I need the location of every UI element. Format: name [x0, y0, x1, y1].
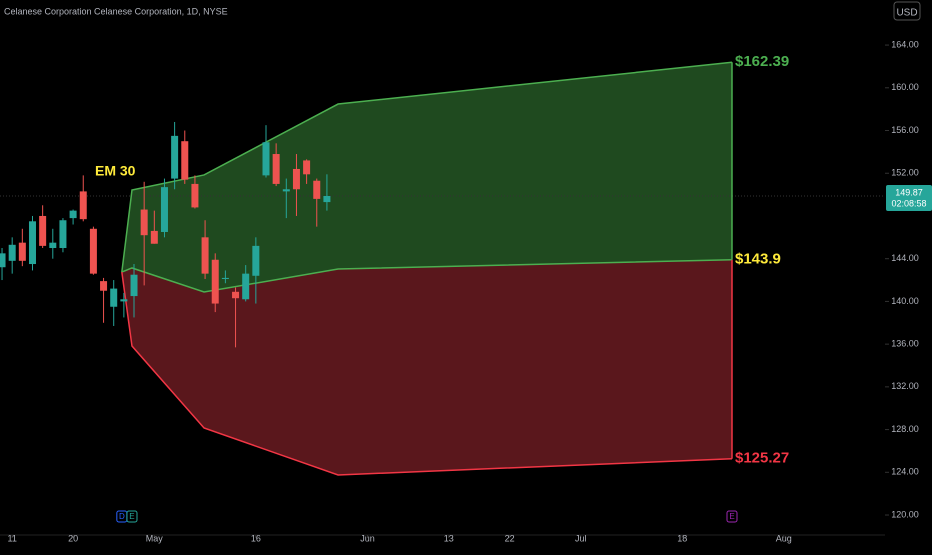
candle-body: [171, 135, 179, 179]
candle-body: [8, 244, 16, 261]
currency-box: [893, 1, 921, 21]
candle-body: [89, 228, 97, 274]
y-tick-label: 140.00: [891, 296, 919, 306]
cone-line: [121, 61, 733, 273]
x-tick-label: May: [146, 533, 164, 543]
plot: [0, 61, 885, 476]
event-label: E: [729, 512, 734, 521]
candle-body: [211, 259, 219, 304]
x-tick-label: Jul: [575, 533, 587, 543]
candle-body: [252, 245, 260, 276]
candle-body: [69, 210, 77, 219]
cone-lower-fill: [121, 259, 732, 475]
candle-body: [49, 242, 57, 249]
y-tick-label: 136.00: [891, 339, 919, 349]
cone-upper-fill: [121, 62, 732, 293]
candle-body: [0, 253, 6, 268]
currency: USD: [896, 8, 917, 19]
y-tick-label: 156.00: [891, 125, 919, 135]
y-tick-label: 120.00: [891, 509, 919, 519]
candle-body: [232, 291, 240, 299]
candle-body: [59, 220, 67, 249]
candle-body: [18, 242, 26, 261]
candle-body: [313, 180, 321, 199]
candle-body: [303, 160, 311, 175]
annotation: EM 30: [95, 163, 136, 179]
x-tick-label: 13: [444, 533, 454, 543]
candle-body: [242, 273, 250, 300]
x-tick-label: 20: [68, 533, 78, 543]
cone-line: [121, 259, 733, 293]
cone-end-label: $125.27: [735, 450, 789, 467]
x-tick-label: Aug: [776, 533, 792, 543]
x-tick-label: 18: [677, 533, 687, 543]
y-tick-label: 132.00: [891, 381, 919, 391]
last-price-label: 149.87: [895, 187, 923, 197]
y-tick-label: 152.00: [891, 168, 919, 178]
event-marker: [726, 510, 738, 523]
y-tick-label: 144.00: [891, 253, 919, 263]
candle-body: [323, 195, 331, 203]
candle-body: [292, 168, 300, 190]
y-tick-label: 164.00: [891, 39, 919, 49]
candle-body: [181, 141, 189, 180]
candle-body: [282, 189, 290, 192]
candle-body: [39, 215, 47, 246]
chart-title: Celanese Corporation Celanese Corporatio…: [4, 6, 228, 16]
y-tick-label: 124.00: [891, 467, 919, 477]
candle-body: [140, 209, 148, 236]
cone-line: [121, 271, 733, 476]
candle-body: [191, 183, 199, 208]
candle-body: [120, 299, 128, 302]
x-tick-label: 11: [8, 533, 17, 543]
x-tick-label: Jun: [360, 533, 375, 543]
x-tick-label: 16: [251, 533, 261, 543]
candle-body: [100, 281, 108, 291]
cone-end-label: $143.9: [735, 251, 781, 268]
candle-body: [150, 230, 158, 244]
candle-body: [130, 274, 138, 297]
candle-body: [221, 277, 229, 279]
candle-body: [201, 237, 209, 274]
y-tick-label: 128.00: [891, 424, 919, 434]
candle-body: [110, 288, 118, 307]
event-label: E: [129, 512, 134, 521]
candle-body: [79, 191, 87, 220]
event-label: D: [119, 512, 125, 521]
candle-body: [28, 221, 36, 265]
countdown: 02:08:58: [891, 198, 926, 208]
last-price-box: [886, 184, 932, 211]
candle-body: [262, 142, 270, 176]
candle-body: [272, 154, 280, 184]
cone-end-label: $162.39: [735, 53, 789, 70]
event-marker: [126, 510, 138, 523]
x-tick-label: 22: [505, 533, 515, 543]
candle-body: [160, 187, 168, 232]
y-tick-label: 160.00: [891, 82, 919, 92]
